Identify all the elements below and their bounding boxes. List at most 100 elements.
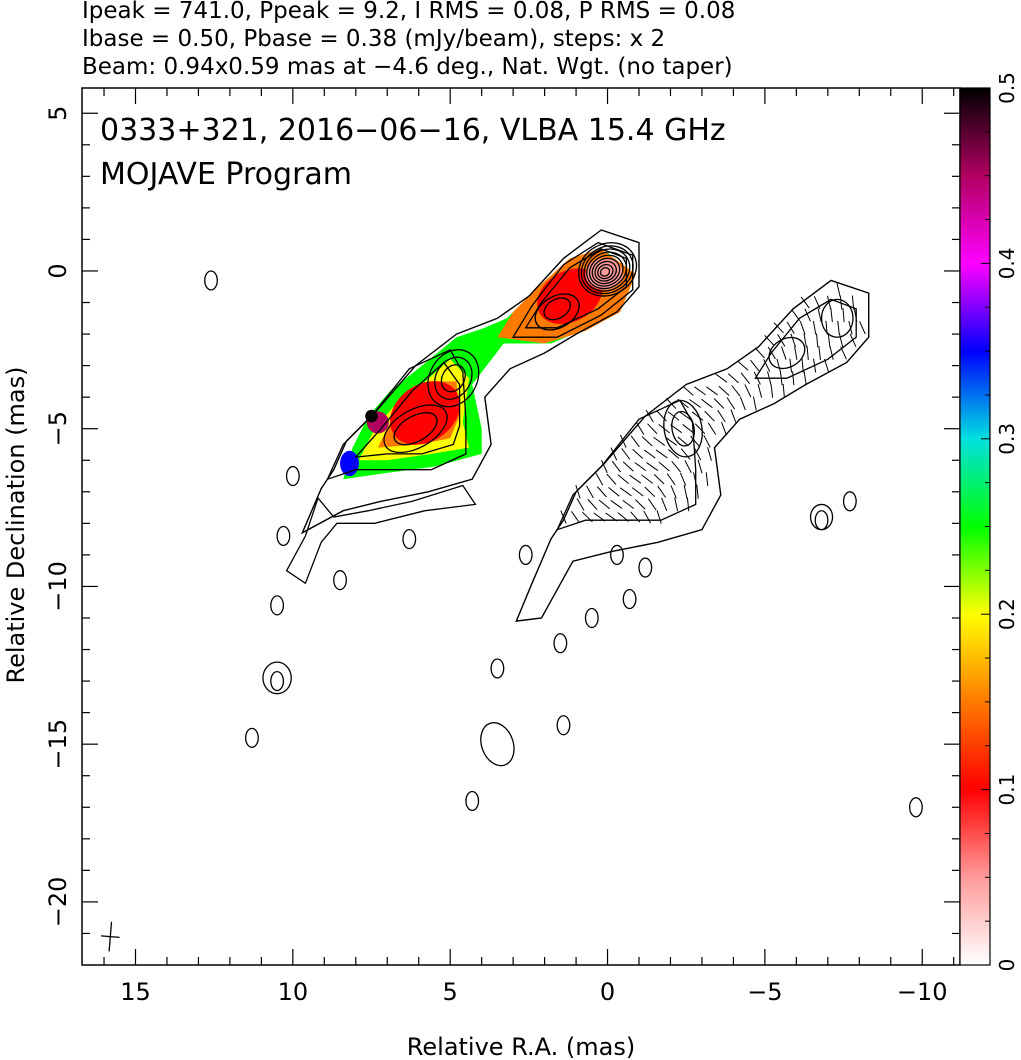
pol-contour-3 — [754, 298, 857, 379]
evpa-tick — [817, 308, 822, 323]
evpa-tick — [598, 499, 611, 510]
evpa-tick — [706, 386, 718, 396]
colorbar-tick-labels: 0 0.1 0.2 0.3 0.4 0.5 — [995, 72, 1019, 971]
x-axis-tick-labels: 15 10 5 0 −5 −10 — [120, 978, 947, 1006]
pol-isolated-blob — [490, 658, 505, 679]
y-tick-label: −5 — [44, 411, 72, 446]
intensity-core-level — [597, 263, 614, 280]
evpa-tick — [634, 499, 646, 510]
x-tick-label: 15 — [120, 978, 151, 1006]
evpa-tick — [671, 460, 681, 473]
evpa-tick — [727, 373, 739, 384]
evpa-tick — [629, 474, 642, 484]
evpa-tick — [818, 346, 821, 360]
evpa-tick — [619, 487, 632, 497]
intensity-core-level — [583, 248, 631, 292]
evpa-tick — [823, 358, 830, 373]
evpa-tick — [838, 333, 844, 348]
polarized-core-pink — [585, 258, 624, 290]
intensity-contour-2 — [326, 348, 467, 481]
evpa-tick — [677, 398, 689, 409]
x-axis-label: Relative R.A. (mas) — [407, 1033, 635, 1060]
evpa-tick — [696, 484, 699, 499]
evpa-tick — [582, 511, 593, 523]
evpa-tick — [827, 333, 831, 348]
pol-isolated-blob — [584, 607, 599, 629]
y-tick-label: −15 — [44, 719, 72, 770]
evpa-tick — [586, 485, 594, 499]
evpa-tick — [693, 447, 702, 461]
pol-isolated-blob — [638, 557, 653, 578]
evpa-tick — [686, 497, 690, 512]
pol-contour-2 — [555, 399, 697, 531]
evpa-tick — [794, 346, 798, 360]
evpa-tick — [610, 447, 618, 461]
evpa-tick — [621, 448, 631, 460]
evpa-tick — [575, 485, 581, 499]
evpa-tick — [560, 510, 567, 524]
evpa-tick — [682, 424, 694, 434]
header-line-1: Ipeak = 741.0, Ppeak = 9.2, I RMS = 0.08… — [82, 0, 735, 24]
evpa-tick — [587, 498, 598, 510]
evpa-tick — [690, 435, 700, 447]
x-tick-label: −10 — [897, 978, 948, 1006]
evpa-tick — [848, 320, 853, 335]
intensity-contour-tail — [285, 484, 477, 585]
evpa-tick — [668, 449, 680, 459]
evpa-tick — [647, 498, 657, 511]
pol-isolated-blob — [610, 544, 624, 566]
x-tick-label: −5 — [747, 978, 782, 1006]
pol-isolated-blob — [556, 715, 571, 736]
colorbar-tick-label: 0.3 — [995, 423, 1019, 455]
evpa-tick — [606, 473, 617, 485]
intensity-core-level — [586, 251, 628, 290]
evpa-tick — [634, 462, 647, 472]
y-axis-label: Relative Declination (mas) — [2, 366, 30, 683]
evpa-tick — [677, 436, 689, 447]
evpa-tick — [632, 448, 644, 460]
pol-isolated-blob — [809, 503, 834, 531]
intensity-isolated-blob — [402, 529, 417, 550]
evpa-tick — [596, 486, 607, 498]
evpa-tick — [657, 485, 667, 498]
evpa-tick — [779, 371, 783, 386]
evpa-tick — [674, 497, 679, 512]
evpa-tick — [715, 373, 728, 383]
intensity-isolated-blob — [285, 465, 300, 487]
pol-isolated-blob — [842, 491, 857, 512]
evpa-tick — [806, 346, 809, 360]
evpa-tick — [812, 320, 817, 335]
colorbar — [959, 87, 991, 966]
evpa-tick — [679, 411, 692, 421]
intensity-contour-3 — [354, 361, 461, 458]
chart-title: 0333+321, 2016−06−16, VLBA 15.4 GHz — [100, 113, 726, 148]
evpa-tick — [682, 385, 694, 396]
evpa-tick — [630, 435, 640, 448]
evpa-tick — [763, 359, 771, 373]
evpa-tick — [799, 321, 806, 335]
evpa-tick — [842, 308, 845, 323]
evpa-tick — [791, 309, 801, 322]
evpa-tick — [849, 333, 857, 347]
intensity-knot-contour — [434, 356, 473, 400]
evpa-tick — [703, 434, 711, 448]
x-tick-label: 5 — [443, 978, 458, 1006]
evpa-tick — [666, 398, 677, 409]
x-tick-label: 10 — [278, 978, 309, 1006]
evpa-tick — [617, 474, 629, 484]
evpa-tick — [631, 487, 644, 497]
colorbar-tick-label: 0.5 — [995, 72, 1019, 104]
evpa-tick — [730, 409, 737, 423]
pol-isolated-blob — [480, 722, 515, 767]
evpa-tick — [705, 472, 709, 487]
y-tick-label: −10 — [44, 561, 72, 612]
evpa-tick — [713, 398, 725, 409]
colorbar-tick-label: 0.2 — [995, 598, 1019, 630]
colorbar-tick-label: 0.4 — [995, 247, 1019, 279]
evpa-tick — [767, 346, 776, 360]
evpa-tick — [851, 295, 855, 310]
evpa-tick — [726, 397, 736, 410]
pol-knot-contour — [820, 298, 854, 338]
evpa-tick — [667, 411, 680, 421]
y-axis-tick-labels: 5 0 −5 −10 −15 −20 — [44, 106, 72, 928]
